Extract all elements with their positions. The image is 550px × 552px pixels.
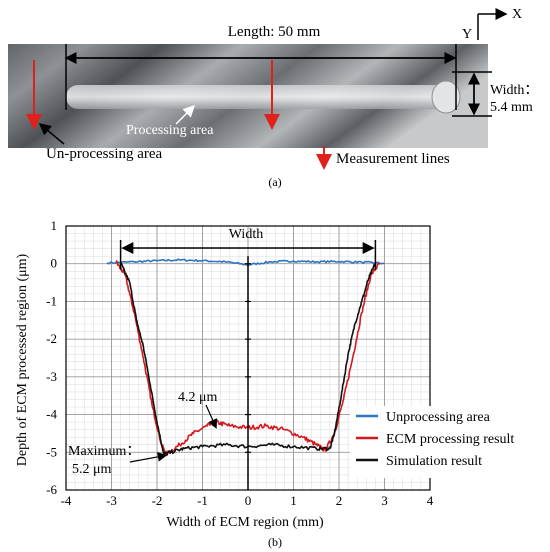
maximum-pointer: [129, 452, 168, 463]
x-tick-label: 4: [427, 493, 434, 508]
axis-x-label: X: [512, 7, 522, 22]
panel-b-depth-chart: -4 -3 -2 -1 0 1 2 3 4 1 0 -1 -2 -3 -4 -5 -6 Width 4.2 μm…: [15, 218, 544, 549]
chart-xlabel: Width of ECM region (mm): [166, 515, 324, 530]
panel-b-caption: (b): [268, 535, 282, 549]
legend-box: [350, 406, 544, 478]
annotation-peak-4-2: 4.2 μm: [178, 390, 218, 405]
x-tick-label: -3: [106, 493, 117, 508]
panel-a-photo-figure: Length: 50 mm Width： 5.4 mm X Y Measurem…: [8, 7, 538, 189]
width-label-line2: 5.4 mm: [490, 100, 533, 115]
x-tick-label: -4: [61, 493, 72, 508]
axis-y-label: Y: [462, 27, 472, 42]
series-line-1: [115, 260, 381, 456]
groove-end-right: [431, 80, 461, 114]
x-tick-label: 3: [381, 493, 388, 508]
annotation-maximum-line1: Maximum：: [68, 444, 140, 459]
y-tick-label: 0: [51, 256, 58, 271]
processing-groove: [66, 85, 456, 109]
y-tick-label: -4: [46, 407, 57, 422]
measurement-lines-label: Measurement lines: [336, 151, 450, 167]
y-tick-label: 1: [51, 218, 58, 233]
x-tick-label: 1: [290, 493, 297, 508]
x-tick-label: -2: [152, 493, 163, 508]
y-tick-label: -3: [46, 369, 57, 384]
legend-label: ECM processing result: [386, 432, 514, 447]
chart-ylabel: Depth of ECM processed region (μm): [15, 253, 30, 466]
annotation-width: Width: [229, 227, 263, 242]
legend-label: Unprocessing area: [386, 410, 491, 425]
processing-area-pointer: [175, 104, 196, 125]
y-tick-label: -5: [46, 444, 57, 459]
unprocessing-area-pointer: [38, 123, 65, 145]
annotation-maximum-line2: 5.2 μm: [72, 462, 112, 477]
y-tick-label: -1: [46, 293, 57, 308]
panel-a-caption: (a): [268, 175, 281, 189]
legend-label: Simulation result: [386, 454, 482, 469]
unprocessing-area-label: Un-processing area: [46, 146, 163, 162]
x-tick-label: -1: [197, 493, 208, 508]
x-tick-label: 2: [336, 493, 343, 508]
width-label-line1: Width：: [490, 83, 538, 98]
processing-area-label: Processing area: [126, 123, 214, 138]
y-tick-label: -2: [46, 331, 57, 346]
length-label: Length: 50 mm: [228, 24, 321, 40]
peak-pointer: [205, 404, 218, 429]
x-tick-label: 0: [245, 493, 252, 508]
y-tick-label: -6: [46, 482, 57, 497]
